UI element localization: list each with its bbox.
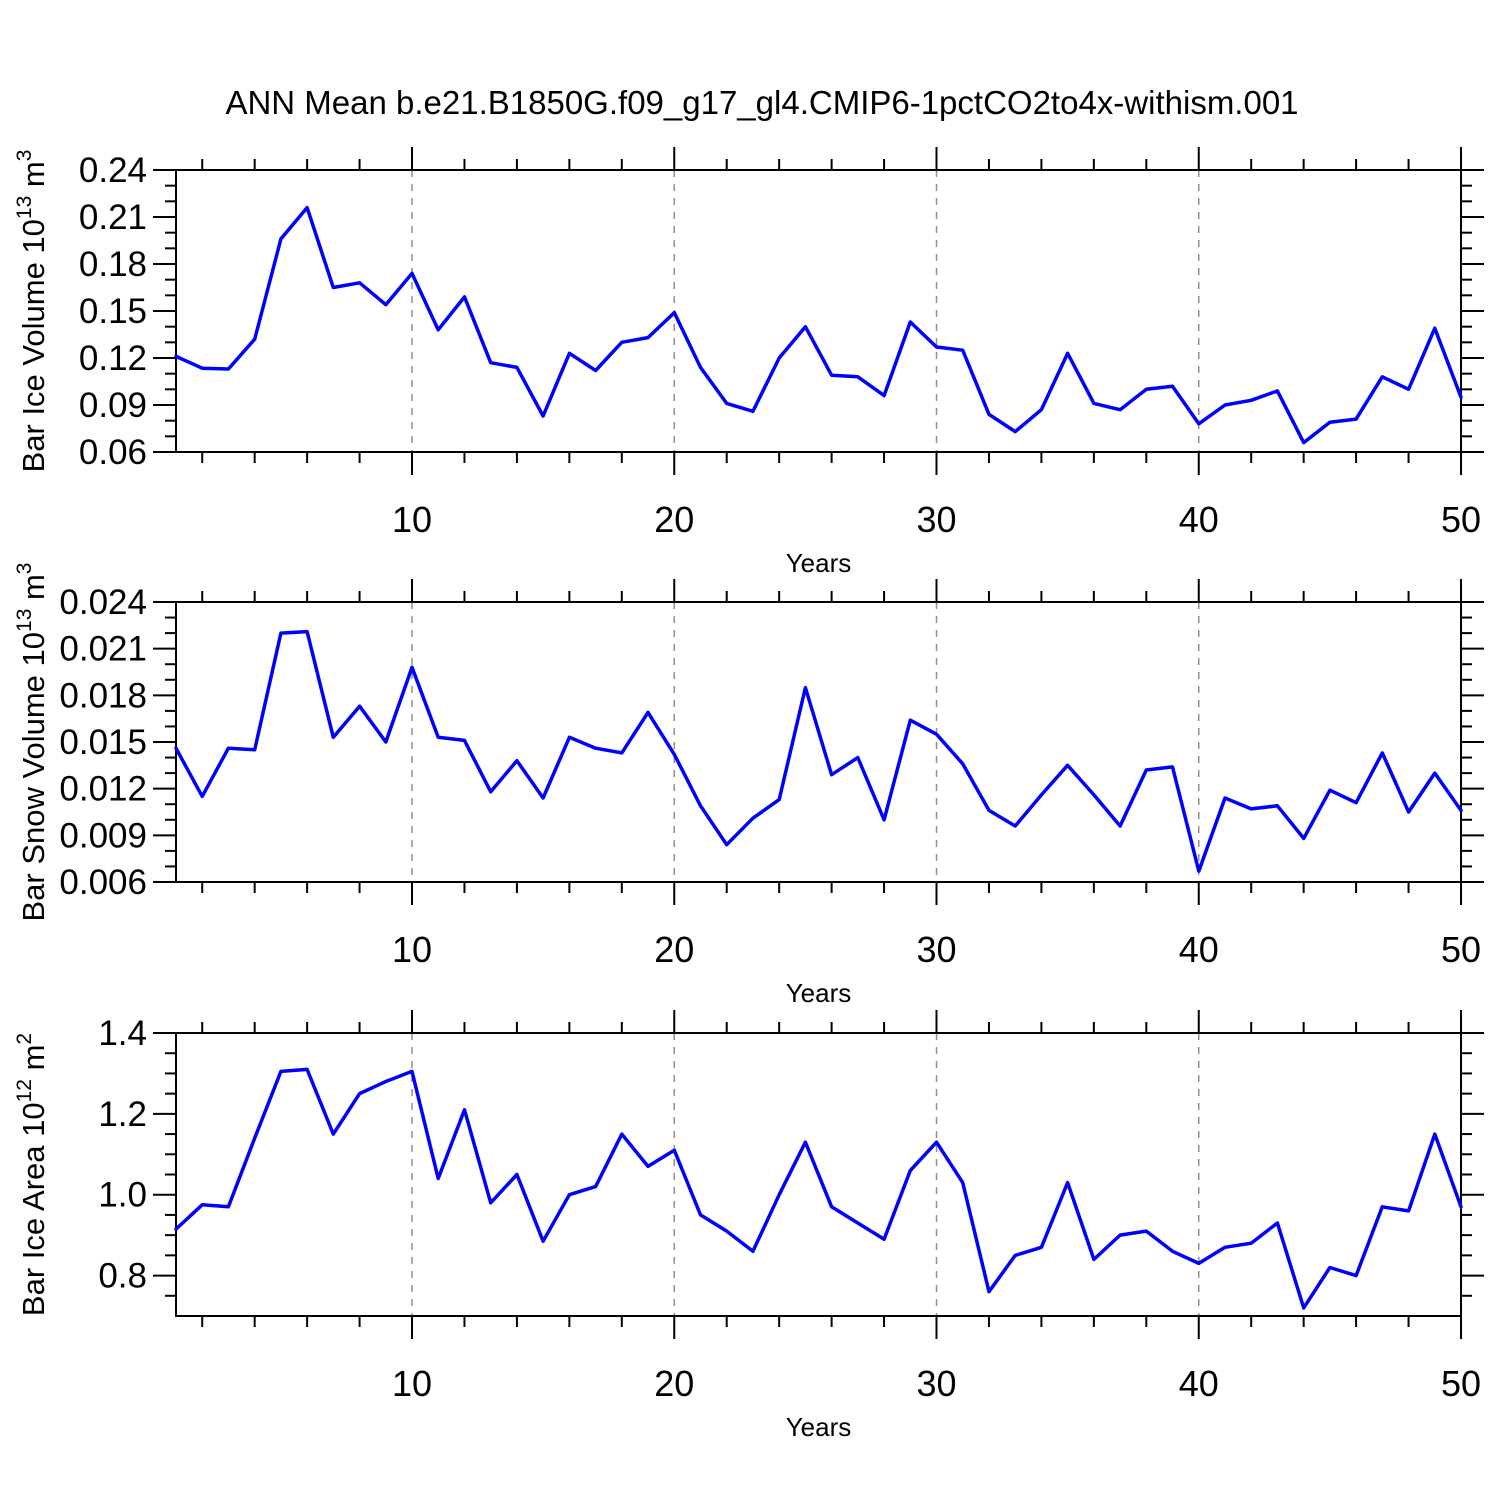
- y-axis-title: Bar Ice Volume 1013 m3: [13, 150, 51, 473]
- x-tick-label: 10: [392, 499, 432, 540]
- x-tick-label: 50: [1441, 1363, 1481, 1404]
- y-tick-label: 0.024: [59, 583, 147, 622]
- y-tick-label: 1.4: [98, 1014, 147, 1053]
- y-tick-label: 0.021: [59, 630, 147, 669]
- y-tick-label: 0.006: [59, 863, 147, 902]
- y-tick-label: 0.15: [79, 292, 147, 331]
- panel-snow-volume: 10 20 30 40 50 0.006 0.009 0.012 0.015 0.018 0.021…: [13, 563, 1484, 1008]
- x-tick-label: 30: [916, 499, 956, 540]
- snow-volume-line: [174, 629, 1463, 873]
- panel-ice-volume: 10 20 30 40 50 0.06 0.09 0.12 0.15 0.18 0.21 0.24 Ye…: [13, 147, 1484, 578]
- plot-frame: [175, 601, 1462, 883]
- x-tick-label: 40: [1179, 1363, 1219, 1404]
- plot-frame: [175, 169, 1462, 453]
- y-tick-label: 0.018: [59, 676, 147, 715]
- y-axis-title: Bar Snow Volume 1013 m3: [13, 563, 51, 922]
- x-tick-label: 20: [654, 929, 694, 970]
- x-tick-label: 40: [1179, 929, 1219, 970]
- x-tick-label: 30: [916, 929, 956, 970]
- y-tick-label: 0.21: [79, 198, 147, 237]
- y-tick-label: 0.06: [79, 433, 147, 472]
- x-tick-label: 20: [654, 1363, 694, 1404]
- x-tick-label: 20: [654, 499, 694, 540]
- y-tick-label: 0.015: [59, 723, 147, 762]
- ice-volume-line: [174, 205, 1463, 445]
- y-tick-label: 0.24: [79, 151, 147, 190]
- x-tick-label: 50: [1441, 499, 1481, 540]
- y-tick-label: 1.2: [98, 1095, 147, 1134]
- y-tick-label: 0.012: [59, 770, 147, 809]
- y-tick-label: 0.8: [98, 1257, 147, 1296]
- y-tick-label: 0.12: [79, 339, 147, 378]
- y-tick-label: 0.18: [79, 245, 147, 284]
- y-tick-label: 1.0: [98, 1176, 147, 1215]
- x-tick-label: 30: [916, 1363, 956, 1404]
- x-tick-label: 50: [1441, 929, 1481, 970]
- x-axis-title: Years: [786, 978, 852, 1008]
- y-tick-label: 0.009: [59, 816, 147, 855]
- y-tick-label: 0.09: [79, 386, 147, 425]
- panel-ice-area: 10 20 30 40 50 0.8 1.0 1.2 1.4 Years Bar Ice Area …: [13, 1010, 1484, 1442]
- x-axis-title: Years: [786, 1412, 852, 1442]
- x-tick-label: 40: [1179, 499, 1219, 540]
- x-tick-label: 10: [392, 929, 432, 970]
- chart-title: ANN Mean b.e21.B1850G.f09_g17_gl4.CMIP6-…: [225, 84, 1299, 121]
- y-axis-title: Bar Ice Area 1012 m2: [13, 1033, 51, 1316]
- x-tick-label: 10: [392, 1363, 432, 1404]
- x-axis-title: Years: [786, 548, 852, 578]
- ice-area-line: [174, 1067, 1463, 1310]
